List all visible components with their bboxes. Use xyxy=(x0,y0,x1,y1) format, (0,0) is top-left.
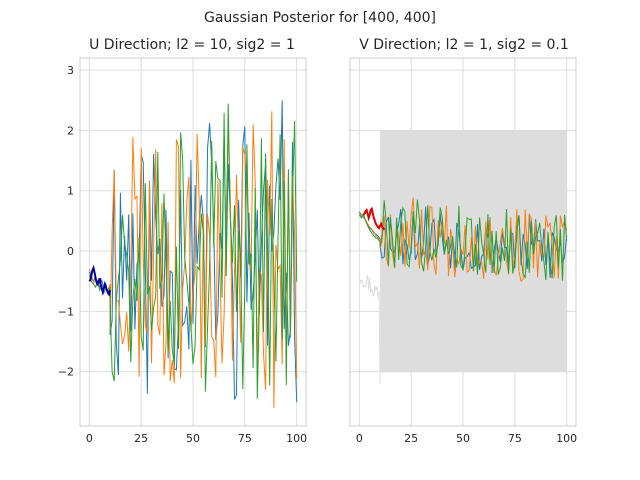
mean-line xyxy=(362,206,386,231)
panel-v-lines xyxy=(358,197,568,384)
panel-u-direction: U Direction; l2 = 10, sig2 = 1 0 25 50 75 10… xyxy=(58,37,307,445)
ghost-trace xyxy=(358,274,381,384)
x-tick-label: 50 xyxy=(456,432,470,445)
mean-line xyxy=(88,264,112,297)
panel-u-frame xyxy=(79,57,307,427)
y-tick-label: −1 xyxy=(58,305,74,318)
x-tick-label: 100 xyxy=(286,432,307,445)
x-tick-label: 75 xyxy=(508,432,522,445)
panel-u-lines xyxy=(88,100,298,408)
panel-u-xticks: 0 25 50 75 100 xyxy=(86,432,307,445)
x-tick-label: 0 xyxy=(86,432,93,445)
sample-line-3 xyxy=(358,199,568,281)
figure-title: Gaussian Posterior for [400, 400] xyxy=(204,10,436,26)
y-tick-label: −2 xyxy=(58,366,74,379)
y-tick-label: 2 xyxy=(67,124,74,137)
sample-line-3 xyxy=(88,103,298,399)
panel-v-frame xyxy=(349,57,577,427)
x-tick-label: 50 xyxy=(186,432,200,445)
y-tick-label: 1 xyxy=(67,185,74,198)
panel-v-title: V Direction; l2 = 1, sig2 = 0.1 xyxy=(359,37,569,53)
panel-u-yticks: −2 −1 0 1 2 3 xyxy=(58,64,74,379)
y-tick-label: 0 xyxy=(67,245,74,258)
sample-line-2 xyxy=(88,111,298,408)
sample-line-1 xyxy=(88,100,298,403)
panel-v-direction: V Direction; l2 = 1, sig2 = 0.1 0 25 50 75 1… xyxy=(349,37,577,445)
x-tick-label: 25 xyxy=(134,432,148,445)
x-tick-label: 25 xyxy=(404,432,418,445)
y-tick-label: 3 xyxy=(67,64,74,77)
panel-u-title: U Direction; l2 = 10, sig2 = 1 xyxy=(89,37,295,53)
x-tick-label: 100 xyxy=(556,432,577,445)
x-tick-label: 75 xyxy=(238,432,252,445)
x-tick-label: 0 xyxy=(356,432,363,445)
panel-v-xticks: 0 25 50 75 100 xyxy=(356,432,577,445)
